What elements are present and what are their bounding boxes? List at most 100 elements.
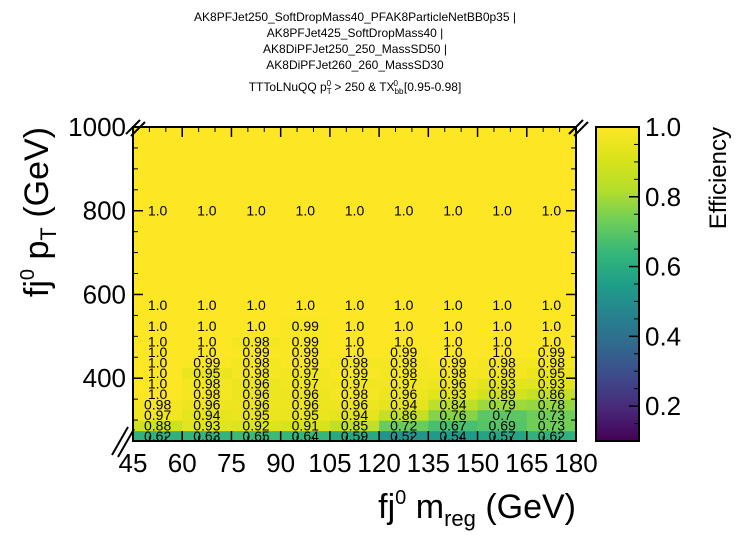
heatmap-cell bbox=[428, 346, 479, 358]
cell-value-label: 0.98 bbox=[242, 365, 269, 381]
cell-value-label: 0.92 bbox=[242, 417, 269, 433]
axis-break-bottom-left bbox=[111, 426, 129, 456]
cell-value-label: 0.98 bbox=[242, 355, 269, 371]
cell-value-label: 1.0 bbox=[345, 203, 365, 219]
heatmap-cell bbox=[428, 409, 479, 421]
heatmap-cell bbox=[182, 430, 233, 442]
cell-value-label: 1.0 bbox=[492, 344, 512, 360]
heatmap-cell bbox=[133, 399, 183, 411]
cell-value-label: 0.57 bbox=[489, 428, 516, 444]
heatmap-cell bbox=[428, 294, 479, 316]
cell-value-label: 0.98 bbox=[144, 396, 171, 412]
heatmap-cell bbox=[133, 367, 183, 379]
heatmap-cell bbox=[329, 388, 380, 400]
cell-value-label: 0.62 bbox=[538, 428, 565, 444]
heatmap-cell bbox=[280, 430, 331, 442]
cell-value-label: 1.0 bbox=[148, 386, 168, 402]
title-line-1: AK8PFJet250_SoftDropMass40_PFAK8Particle… bbox=[194, 10, 516, 24]
heatmap-cell bbox=[477, 420, 528, 432]
heatmap-cell bbox=[182, 294, 233, 316]
cell-value-label: 0.98 bbox=[341, 386, 368, 402]
cell-value-label: 0.78 bbox=[538, 396, 565, 412]
heatmap-cell bbox=[329, 420, 380, 432]
cell-value-label: 0.98 bbox=[341, 355, 368, 371]
heatmap-cell bbox=[133, 409, 183, 421]
cell-value-label: 0.99 bbox=[390, 344, 417, 360]
cell-value-label: 0.94 bbox=[341, 407, 368, 423]
cell-value-label: 0.94 bbox=[390, 396, 417, 412]
cell-value-label: 1.0 bbox=[148, 365, 168, 381]
heatmap-cell bbox=[379, 378, 429, 390]
cell-value-label: 1.0 bbox=[443, 318, 463, 334]
heatmap-cell bbox=[329, 346, 380, 358]
cell-value-label: 1.0 bbox=[197, 297, 217, 313]
heatmap-cell bbox=[133, 294, 183, 316]
cell-value-label: 1.0 bbox=[197, 318, 217, 334]
heatmap-cell bbox=[231, 367, 282, 379]
heatmap-cell bbox=[329, 357, 380, 369]
cell-value-label: 0.96 bbox=[242, 375, 269, 391]
cell-value-label: 0.88 bbox=[144, 417, 171, 433]
cell-value-label: 1.0 bbox=[542, 297, 562, 313]
cell-value-label: 1.0 bbox=[148, 334, 168, 350]
cell-value-label: 1.0 bbox=[148, 375, 168, 391]
heatmap-cell bbox=[477, 294, 528, 316]
cell-value-label: 0.52 bbox=[390, 428, 417, 444]
heatmap-cell bbox=[379, 336, 429, 348]
heatmap-cell bbox=[182, 127, 233, 296]
heatmap-cell bbox=[428, 378, 479, 390]
heatmap-cell bbox=[428, 315, 479, 337]
heatmap-cell bbox=[280, 388, 331, 400]
cell-value-label: 1.0 bbox=[443, 297, 463, 313]
cell-value-label: 0.96 bbox=[292, 396, 319, 412]
cell-value-label: 0.99 bbox=[193, 355, 220, 371]
heatmap-cell bbox=[428, 388, 479, 400]
cell-value-label: 0.69 bbox=[489, 417, 516, 433]
heatmap-cell bbox=[477, 388, 528, 400]
heatmap-cell bbox=[231, 420, 282, 432]
heatmap-cell bbox=[428, 430, 479, 442]
cell-value-label: 1.0 bbox=[345, 344, 365, 360]
colorbar-label: Efficiency bbox=[705, 127, 732, 229]
cell-value-label: 1.0 bbox=[197, 344, 217, 360]
cell-value-label: 0.93 bbox=[489, 375, 516, 391]
x-tick-label: 165 bbox=[505, 448, 548, 478]
cell-value-label: 0.98 bbox=[390, 355, 417, 371]
heatmap-cell bbox=[526, 315, 577, 337]
cell-value-label: 0.96 bbox=[242, 386, 269, 402]
heatmap-cell bbox=[182, 336, 233, 348]
cell-value-label: 0.95 bbox=[538, 365, 565, 381]
x-tick-label: 180 bbox=[554, 448, 597, 478]
cell-value-label: 1.0 bbox=[345, 297, 365, 313]
heatmap-cell bbox=[133, 357, 183, 369]
cell-value-label: 0.84 bbox=[439, 396, 466, 412]
heatmap-cell bbox=[477, 346, 528, 358]
chart-title: AK8PFJet250_SoftDropMass40_PFAK8Particle… bbox=[194, 10, 516, 96]
heatmap-cell bbox=[280, 367, 331, 379]
heatmap-cell bbox=[477, 430, 528, 442]
cell-value-label: 1.0 bbox=[542, 318, 562, 334]
heatmap-cell bbox=[379, 315, 429, 337]
heatmap-cell bbox=[231, 346, 282, 358]
heatmap-cell bbox=[133, 420, 183, 432]
x-tick-label: 105 bbox=[308, 448, 351, 478]
x-tick-label: 150 bbox=[456, 448, 499, 478]
cell-value-label: 0.95 bbox=[242, 407, 269, 423]
colorbar-ticks: 0.2 0.4 0.6 0.8 1.0 bbox=[629, 112, 681, 425]
cell-value-label: 0.86 bbox=[390, 407, 417, 423]
cell-value-label: 0.72 bbox=[390, 417, 417, 433]
cell-value-label: 0.73 bbox=[538, 417, 565, 433]
heatmap-cell bbox=[231, 127, 282, 296]
heatmap-cell bbox=[428, 336, 479, 348]
cell-value-label: 0.59 bbox=[341, 428, 368, 444]
heatmap-cell bbox=[428, 420, 479, 432]
cell-value-label: 1.0 bbox=[296, 203, 316, 219]
cell-value-label: 0.64 bbox=[292, 428, 319, 444]
cell-value-label: 1.0 bbox=[246, 318, 266, 334]
cell-value-label: 0.99 bbox=[439, 355, 466, 371]
cell-value-label: 0.65 bbox=[242, 428, 269, 444]
cell-value-label: 0.76 bbox=[439, 407, 466, 423]
cell-value-label: 0.94 bbox=[193, 407, 220, 423]
heatmap-cell bbox=[526, 357, 577, 369]
cell-value-label: 0.99 bbox=[292, 344, 319, 360]
